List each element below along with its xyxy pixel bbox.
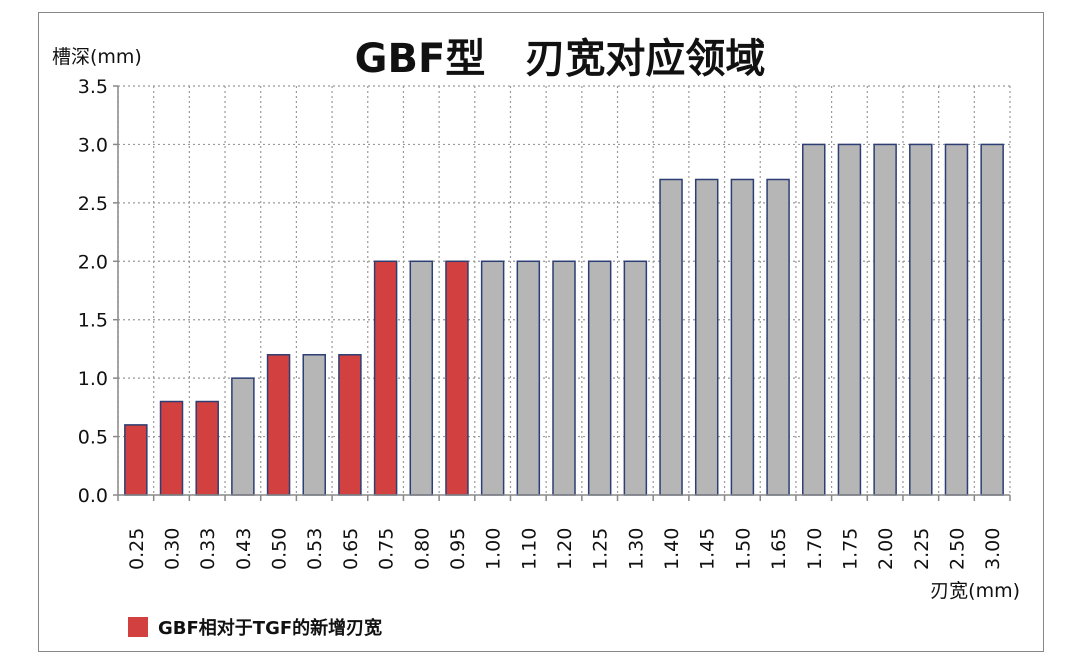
bar-1.20 <box>552 260 576 496</box>
y-tick-label: 3.0 <box>78 134 108 156</box>
legend-swatch <box>128 617 148 637</box>
bar-1.00 <box>480 260 505 496</box>
x-tick-label: 0.43 <box>233 528 255 570</box>
y-tick-label: 3.5 <box>78 76 108 98</box>
x-tick-label: 0.33 <box>197 528 219 570</box>
x-tick-label: 1.50 <box>732 528 754 570</box>
x-tick-label: 2.00 <box>875 528 897 570</box>
x-tick-label: 2.25 <box>911 528 933 570</box>
x-tick-label: 0.75 <box>376 528 398 570</box>
bar-3.00 <box>980 143 1004 496</box>
bar-1.10 <box>516 260 541 496</box>
x-tick-label: 0.80 <box>411 528 433 570</box>
x-axis-label: 刃宽(mm) <box>930 580 1020 602</box>
x-tick-label: 1.75 <box>839 528 861 570</box>
bar-1.45 <box>694 178 719 496</box>
x-tick-label: 0.50 <box>269 528 291 570</box>
x-tick-label: 1.25 <box>590 528 612 570</box>
x-tick-label: 3.00 <box>982 528 1004 570</box>
y-tick-label: 1.5 <box>78 310 108 332</box>
bar-0.95 <box>445 260 469 496</box>
x-tick-labels: 0.25 0.30 0.33 0.43 0.50 0.53 0.65 0.75 0.80 0.95… <box>126 528 1004 570</box>
bar-1.30 <box>623 260 648 496</box>
x-tick-label: 0.53 <box>304 528 326 570</box>
x-tick-label: 0.95 <box>447 528 469 570</box>
x-tick-label: 0.65 <box>340 528 362 570</box>
bar-1.25 <box>587 260 612 496</box>
x-tick-label: 2.50 <box>946 528 968 570</box>
bar-1.65 <box>766 178 790 496</box>
x-tick-label: 1.40 <box>661 528 683 570</box>
bar-0.65 <box>338 354 362 496</box>
bar-2.25 <box>909 143 933 496</box>
bars-layer <box>124 143 1004 496</box>
chart-title: GBF型 刃宽对应领域 <box>355 36 766 82</box>
y-tick-label: 0.5 <box>78 427 108 449</box>
bar-1.70 <box>802 143 826 496</box>
bar-1.40 <box>659 178 683 496</box>
bar-0.43 <box>231 377 255 496</box>
x-tick-label: 1.45 <box>697 528 719 570</box>
y-tick-label: 2.5 <box>78 193 108 215</box>
y-tick-label: 2.0 <box>78 251 108 273</box>
bar-0.30 <box>159 400 184 496</box>
x-tick-label: 1.20 <box>554 528 576 570</box>
x-tick-label: 0.30 <box>162 528 184 570</box>
bar-0.75 <box>373 260 398 496</box>
y-tick-label: 0.0 <box>78 485 108 507</box>
y-tick-labels: 0.0 0.5 1.0 1.5 2.0 2.5 3.0 3.5 <box>78 76 108 507</box>
bar-0.53 <box>302 354 326 496</box>
x-tick-label: 1.65 <box>768 528 790 570</box>
bar-0.25 <box>124 424 148 496</box>
x-tick-label: 0.25 <box>126 528 148 570</box>
x-tick-label: 1.70 <box>804 528 826 570</box>
bar-0.33 <box>195 400 219 496</box>
x-tick-label: 1.10 <box>518 528 540 570</box>
y-tick-label: 1.0 <box>78 368 108 390</box>
bar-0.50 <box>266 354 291 496</box>
bar-1.75 <box>837 143 862 496</box>
bar-1.50 <box>730 178 755 496</box>
axis-layer <box>113 85 1011 501</box>
y-axis-label: 槽深(mm) <box>52 46 142 68</box>
x-tick-label: 1.00 <box>483 528 505 570</box>
x-tick-label: 1.30 <box>625 528 647 570</box>
legend-label: GBF相对于TGF的新增刃宽 <box>158 617 382 639</box>
bar-0.80 <box>409 260 434 496</box>
bar-2.00 <box>873 143 897 496</box>
bar-2.50 <box>944 143 969 496</box>
